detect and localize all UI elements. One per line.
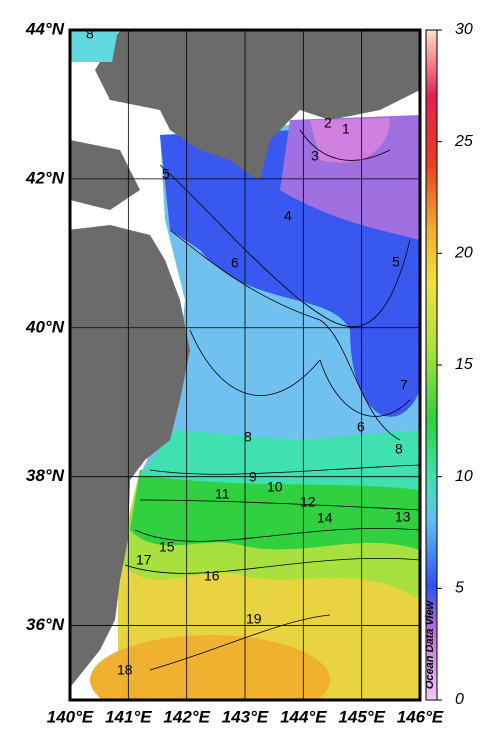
contour-label: 12 bbox=[300, 494, 316, 510]
contour-label: 8 bbox=[86, 26, 94, 42]
x-tick-label: 141°E bbox=[105, 707, 152, 726]
contour-label: 15 bbox=[159, 539, 175, 555]
contour-label: 17 bbox=[136, 552, 152, 568]
y-tick-label: 38°N bbox=[26, 466, 65, 485]
contour-label: 14 bbox=[317, 510, 333, 526]
contour-label: 1 bbox=[342, 121, 350, 137]
x-tick-label: 146°E bbox=[397, 707, 444, 726]
contour-label: 6 bbox=[357, 419, 365, 435]
map-field bbox=[70, 30, 420, 700]
contour-label: 10 bbox=[267, 479, 283, 495]
y-tick-label: 44°N bbox=[25, 19, 65, 38]
contour-label: 2 bbox=[324, 115, 332, 131]
y-tick-label: 40°N bbox=[25, 317, 65, 336]
x-tick-label: 142°E bbox=[163, 707, 210, 726]
x-tick-label: 145°E bbox=[338, 707, 385, 726]
contour-label: 13 bbox=[395, 509, 411, 525]
contour-label: 6 bbox=[231, 255, 239, 271]
contour-label: 5 bbox=[162, 166, 170, 182]
contour-label: 7 bbox=[400, 377, 408, 393]
colorbar-tick-label: 15 bbox=[455, 356, 473, 373]
contour-label: 18 bbox=[117, 662, 133, 678]
contour-label: 3 bbox=[311, 148, 319, 164]
x-tick-label: 144°E bbox=[280, 707, 327, 726]
credit: Ocean Data View bbox=[424, 599, 436, 689]
colorbar-tick-label: 20 bbox=[454, 245, 473, 262]
contour-label: 4 bbox=[284, 208, 292, 224]
colorbar-tick-label: 5 bbox=[455, 580, 464, 597]
contour-label: 19 bbox=[246, 611, 262, 627]
colorbar-tick-label: 0 bbox=[455, 691, 464, 708]
colorbar-tick-label: 30 bbox=[455, 21, 473, 38]
colorbar bbox=[425, 29, 438, 701]
y-tick-label: 42°N bbox=[25, 168, 65, 187]
contour-label: 11 bbox=[215, 486, 230, 502]
colorbar-tick-label: 10 bbox=[455, 468, 473, 485]
contour-label: 16 bbox=[204, 568, 220, 584]
x-tick-label: 140°E bbox=[47, 707, 94, 726]
contour-label: 8 bbox=[395, 441, 403, 457]
contour-label: 5 bbox=[392, 254, 400, 270]
contour-label: 8 bbox=[244, 429, 252, 445]
colorbar-tick-label: 25 bbox=[454, 133, 473, 150]
y-tick-label: 36°N bbox=[26, 615, 65, 634]
x-tick-label: 143°E bbox=[222, 707, 269, 726]
